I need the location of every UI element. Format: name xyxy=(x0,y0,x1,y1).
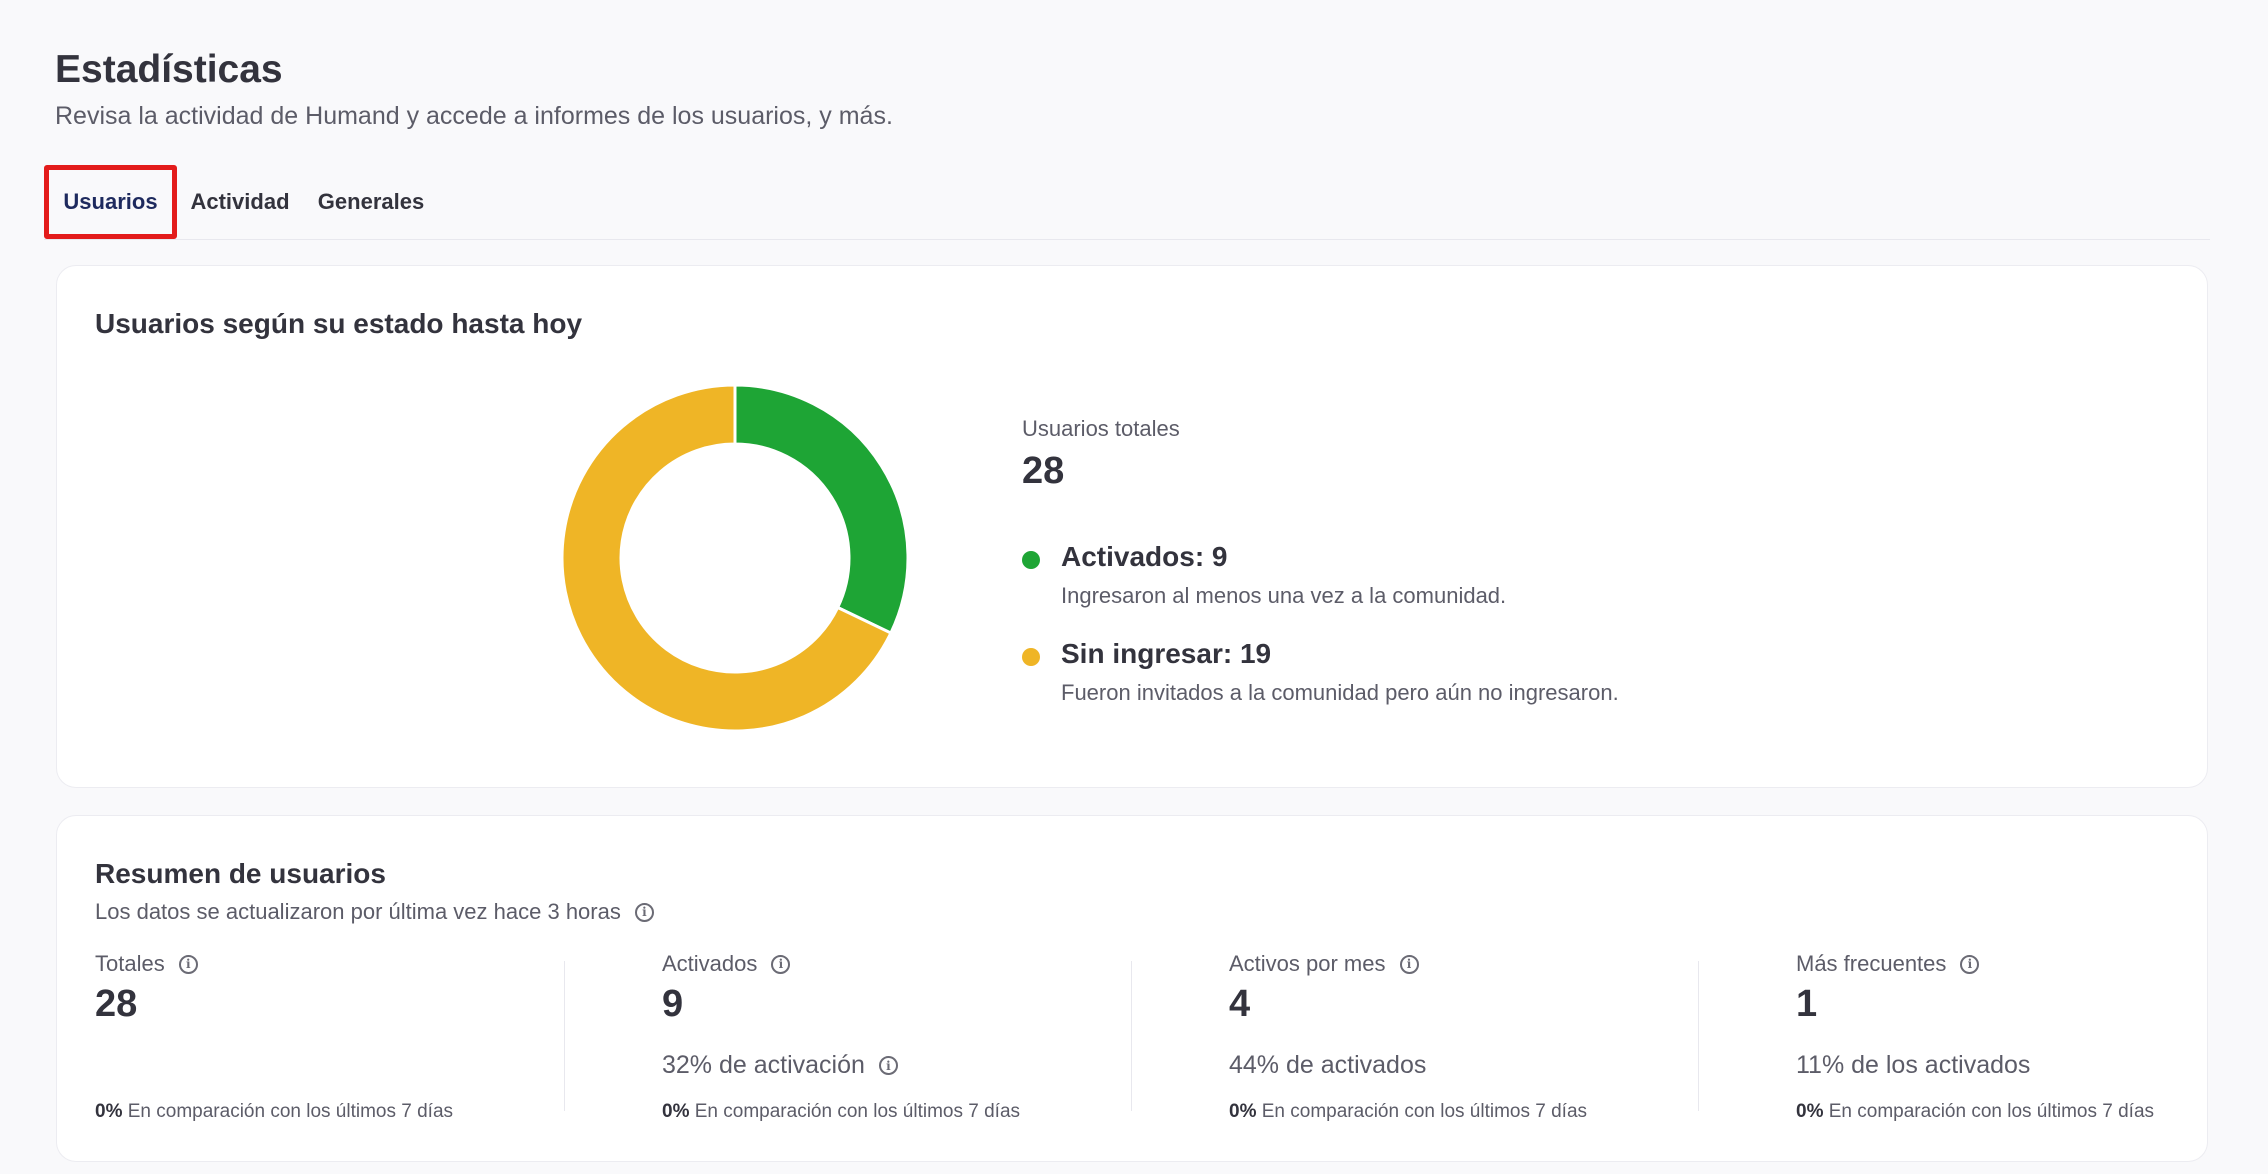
metric-value: 28 xyxy=(95,983,138,1025)
metric-value: 4 xyxy=(1229,983,1251,1025)
total-users-label: Usuarios totales xyxy=(1022,416,1180,441)
last-updated-note: Los datos se actualizaron por última vez… xyxy=(95,899,654,925)
metric-subtext: 11% de los activados xyxy=(1796,1051,2031,1079)
comparison-text: En comparación con los últimos 7 días xyxy=(689,1101,1021,1122)
metric-comparison: 0% En comparación con los últimos 7 días xyxy=(1796,1101,2154,1123)
metric-activados: Activados i 9 32% de activación i 0% En … xyxy=(662,951,1132,1126)
total-users-value: 28 xyxy=(1022,450,1065,492)
metric-subtext-value: 32% de activación xyxy=(662,1051,865,1079)
metric-label-text: Activados xyxy=(662,951,758,976)
legend-desc-pending: Fueron invitados a la comunidad pero aún… xyxy=(1061,680,1619,705)
metric-mas-frecuentes: Más frecuentes i 1 11% de los activados … xyxy=(1796,951,2196,1126)
info-icon[interactable]: i xyxy=(634,902,654,922)
metric-label: Más frecuentes i xyxy=(1796,951,2196,977)
tab-generales[interactable]: Generales xyxy=(317,189,425,214)
comparison-text: En comparación con los últimos 7 días xyxy=(122,1101,454,1122)
comparison-percent: 0% xyxy=(662,1101,690,1122)
legend-dot-activated xyxy=(1022,551,1040,569)
summary-card-title: Resumen de usuarios xyxy=(95,858,386,889)
metric-activos-por-mes: Activos por mes i 4 44% de activados 0% … xyxy=(1229,951,1699,1126)
legend-title-pending: Sin ingresar: 19 xyxy=(1061,638,1272,669)
donut-slice-sin-ingresar[interactable] xyxy=(560,383,893,733)
users-status-donut-chart xyxy=(560,383,910,733)
tab-actividad[interactable]: Actividad xyxy=(190,189,290,214)
metric-comparison: 0% En comparación con los últimos 7 días xyxy=(662,1101,1020,1123)
info-icon[interactable]: i xyxy=(878,1056,898,1075)
metric-label-text: Más frecuentes xyxy=(1796,951,1947,976)
metric-divider xyxy=(1698,961,1699,1111)
comparison-percent: 0% xyxy=(1229,1101,1257,1122)
info-icon[interactable]: i xyxy=(771,954,791,974)
metric-label-text: Totales xyxy=(95,951,165,976)
users-status-card: Usuarios según su estado hasta hoy Usuar… xyxy=(56,265,2208,788)
users-summary-card: Resumen de usuarios Los datos se actuali… xyxy=(56,815,2208,1162)
metric-comparison: 0% En comparación con los últimos 7 días xyxy=(95,1101,453,1123)
metric-divider xyxy=(564,961,565,1111)
metric-label-text: Activos por mes xyxy=(1229,951,1386,976)
metric-subtext: 44% de activados xyxy=(1229,1051,1427,1079)
legend-desc-activated: Ingresaron al menos una vez a la comunid… xyxy=(1061,583,1507,608)
legend-dot-pending xyxy=(1022,648,1040,666)
tab-usuarios[interactable]: Usuarios xyxy=(44,165,177,239)
legend-title-activated: Activados: 9 xyxy=(1061,541,1228,572)
status-card-title: Usuarios según su estado hasta hoy xyxy=(95,308,583,339)
metric-divider xyxy=(1131,961,1132,1111)
comparison-percent: 0% xyxy=(95,1101,123,1122)
metric-subtext: 32% de activación i xyxy=(662,1051,898,1080)
comparison-text: En comparación con los últimos 7 días xyxy=(1823,1101,2155,1122)
last-updated-text: Los datos se actualizaron por última vez… xyxy=(95,899,621,924)
metric-label: Activos por mes i xyxy=(1229,951,1699,977)
metric-label: Activados i xyxy=(662,951,1132,977)
info-icon[interactable]: i xyxy=(178,954,198,974)
page-title: Estadísticas xyxy=(55,48,283,91)
metric-comparison: 0% En comparación con los últimos 7 días xyxy=(1229,1101,1587,1123)
metric-label: Totales i xyxy=(95,951,565,977)
donut-slice-activados[interactable] xyxy=(733,383,910,636)
comparison-text: En comparación con los últimos 7 días xyxy=(1256,1101,1588,1122)
info-icon[interactable]: i xyxy=(1960,954,1980,974)
metric-value: 9 xyxy=(662,983,684,1025)
tab-bar: Usuarios Actividad Generales xyxy=(44,165,2210,240)
metric-value: 1 xyxy=(1796,983,1818,1025)
info-icon[interactable]: i xyxy=(1399,954,1419,974)
metric-totales: Totales i 28 0% En comparación con los ú… xyxy=(95,951,565,1126)
page-subtitle: Revisa la actividad de Humand y accede a… xyxy=(55,102,893,130)
comparison-percent: 0% xyxy=(1796,1101,1824,1122)
